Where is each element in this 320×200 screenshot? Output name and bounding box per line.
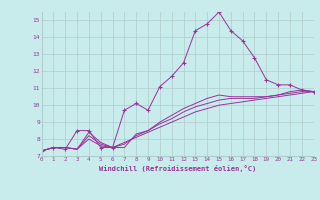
X-axis label: Windchill (Refroidissement éolien,°C): Windchill (Refroidissement éolien,°C) — [99, 165, 256, 172]
